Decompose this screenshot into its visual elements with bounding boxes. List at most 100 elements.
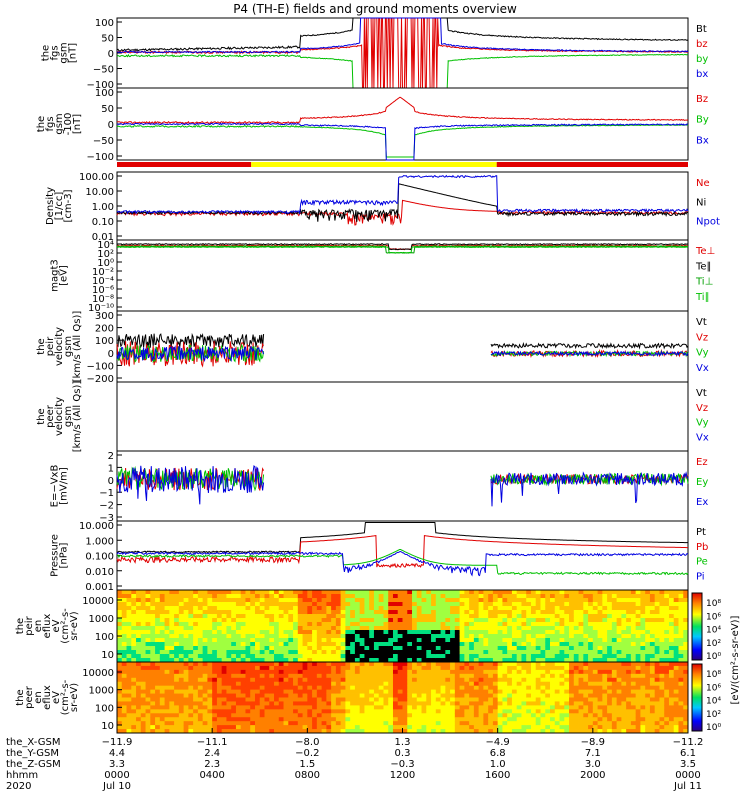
spectrogram-cell — [164, 717, 170, 722]
colorbar-tick-label: 10⁴ — [706, 626, 721, 636]
spectrogram-cell — [559, 662, 565, 667]
spectrogram-cell — [616, 725, 622, 730]
y-tick-label: 10⁻⁶ — [92, 285, 114, 296]
spectrogram-cell — [416, 642, 422, 647]
spectrogram-cell — [578, 646, 584, 651]
spectrogram-cell — [392, 701, 399, 706]
spectrogram-cell — [645, 634, 651, 639]
spectrogram-cell — [316, 677, 323, 683]
spectrogram-cell — [178, 646, 185, 651]
y-axis-label: thepeerenefluxeV(cm²-s-sr-eV) — [15, 679, 80, 715]
spectrogram-cell — [397, 709, 403, 714]
spectrogram-cell — [269, 725, 275, 730]
spectrogram-cell — [473, 717, 480, 722]
spectrogram-cell — [507, 606, 513, 611]
spectrogram-cell — [354, 638, 361, 643]
spectrogram-cell — [131, 669, 137, 675]
spectrogram-cell — [550, 693, 556, 698]
spectrogram-cell — [169, 614, 175, 619]
spectrogram-cell — [373, 721, 380, 726]
spectrogram-cell — [445, 729, 451, 734]
spectrogram-cell — [483, 693, 489, 698]
spectrogram-cell — [545, 650, 551, 655]
spectrogram-cell — [569, 658, 575, 663]
spectrogram-cell — [545, 594, 551, 599]
spectrogram-cell — [521, 602, 527, 607]
spectrogram-cell — [335, 709, 342, 714]
spectrogram-cell — [526, 717, 532, 722]
spectrogram-cell — [302, 642, 308, 647]
spectrogram-cell — [164, 662, 170, 667]
spectrogram-cell — [426, 610, 432, 615]
spectrogram-cell — [440, 642, 446, 647]
spectrogram-cell — [202, 681, 208, 687]
spectrogram-cell — [621, 634, 627, 639]
spectrogram-cell — [250, 650, 256, 655]
spectrogram-cell — [450, 681, 456, 687]
spectrogram-cell — [664, 689, 670, 694]
spectrogram-cell — [545, 721, 551, 726]
spectrogram-cell — [164, 602, 170, 607]
spectrogram-cell — [297, 697, 303, 702]
series-line-Pe — [116, 549, 689, 576]
spectrogram-cell — [212, 677, 218, 683]
spectrogram-cell — [588, 721, 594, 726]
spectrogram-cell — [450, 646, 456, 651]
spectrogram-cell — [321, 665, 327, 671]
spectrogram-cell — [364, 717, 370, 722]
spectrogram-cell — [278, 665, 284, 671]
legend-entry: Vy — [696, 418, 709, 429]
spectrogram-cell — [345, 717, 351, 722]
spectrogram-cell — [664, 638, 670, 643]
spectrogram-cell — [516, 602, 522, 607]
spectrogram-cell — [402, 610, 408, 615]
spectrogram-cell — [297, 630, 303, 635]
spectrogram-cell — [597, 725, 603, 730]
spectrogram-cell — [668, 622, 675, 627]
spectrogram-cell — [602, 701, 608, 706]
spectrogram-cell — [169, 626, 175, 631]
spectrogram-cell — [664, 630, 670, 635]
spectrogram-cell — [626, 622, 632, 627]
spectrogram-cell — [369, 709, 375, 714]
spectrogram-cell — [654, 665, 660, 671]
spectrogram-cell — [293, 709, 299, 714]
spectrogram-cell — [221, 610, 227, 615]
spectrogram-cell — [511, 630, 518, 635]
spectrogram-cell — [421, 626, 427, 631]
spectrogram-cell — [497, 701, 503, 706]
spectrogram-cell — [526, 646, 532, 651]
spectrogram-cell — [450, 594, 456, 599]
spectrogram-cell — [621, 725, 627, 730]
spectrogram-cell — [216, 626, 223, 631]
spectrogram-cell — [193, 638, 199, 643]
spectrogram-cell — [254, 606, 261, 611]
spectrogram-cell — [235, 693, 242, 698]
spectrogram-cell — [412, 673, 418, 679]
x-tick-value: 1.3 — [395, 737, 411, 748]
x-tick-value: −8.9 — [581, 737, 605, 748]
spectrogram-cell — [526, 697, 532, 702]
spectrogram-cell — [459, 590, 465, 595]
spectrogram-cell — [583, 705, 589, 710]
spectrogram-cell — [359, 709, 365, 714]
spectrogram-cell — [155, 669, 161, 675]
spectrogram-cell — [340, 658, 346, 663]
spectrogram-cell — [397, 622, 403, 627]
spectrogram-cell — [626, 693, 632, 698]
spectrogram-cell — [331, 729, 337, 734]
spectrogram-cell — [407, 642, 413, 647]
spectrogram-cell — [397, 705, 403, 710]
spectrogram-cell — [155, 602, 161, 607]
spectrogram-cell — [188, 673, 194, 679]
spectrogram-cell — [621, 630, 627, 635]
spectrogram-cell — [440, 618, 446, 623]
spectrogram-cell — [264, 673, 270, 679]
spectrogram-cell — [640, 717, 646, 722]
spectrogram-cell — [212, 598, 218, 603]
spectrogram-cell — [464, 725, 470, 730]
spectrogram-cell — [283, 606, 289, 611]
spectrogram-cell — [359, 654, 365, 659]
spectrogram-cell — [278, 650, 284, 655]
spectrogram-cell — [364, 634, 370, 639]
